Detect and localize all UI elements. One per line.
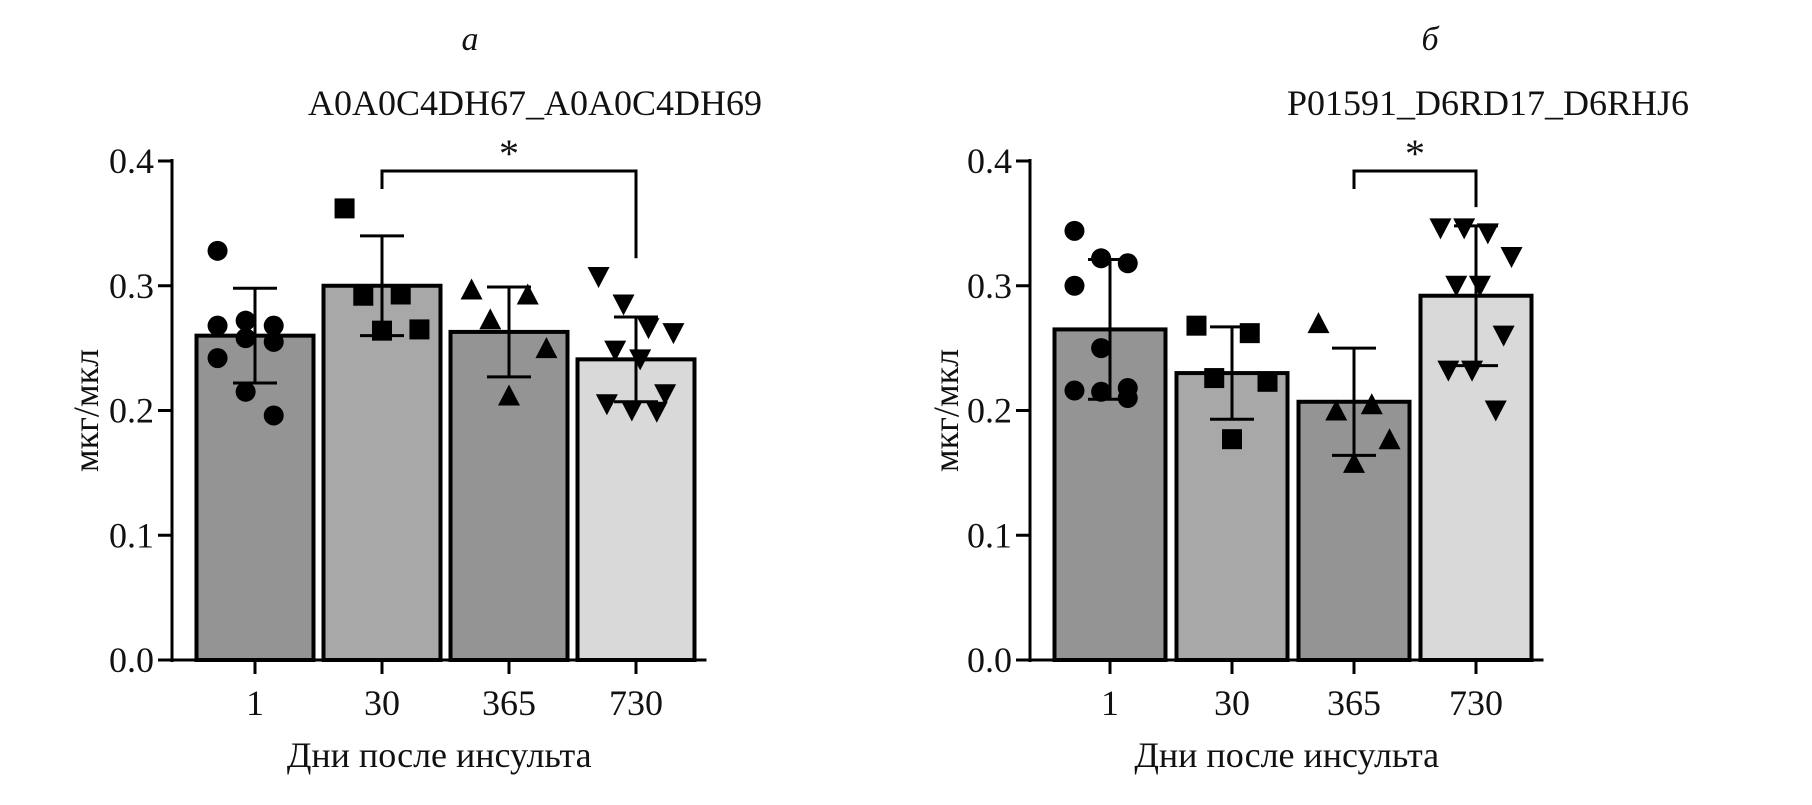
data-point-1 xyxy=(1091,381,1112,402)
significance-label: * xyxy=(1405,131,1425,176)
y-tick-label: 0.1 xyxy=(109,515,154,555)
x-tick-label-30: 30 xyxy=(1214,683,1250,723)
data-point-1 xyxy=(235,310,256,331)
data-point-1 xyxy=(263,331,284,352)
data-point-365 xyxy=(1325,399,1348,421)
data-point-30 xyxy=(390,284,411,305)
data-point-1 xyxy=(1117,388,1138,409)
y-tick-label: 0.2 xyxy=(967,391,1012,431)
panel-label: б xyxy=(1421,21,1440,58)
bar-30 xyxy=(321,283,443,662)
data-point-1 xyxy=(207,240,228,261)
x-axis-title: Дни после инсульта xyxy=(1134,735,1439,775)
data-point-1 xyxy=(1064,220,1085,241)
data-point-730 xyxy=(1476,223,1499,245)
data-point-730 xyxy=(662,323,685,345)
data-point-730 xyxy=(629,349,652,371)
data-point-30 xyxy=(334,198,355,219)
error-bar-365 xyxy=(487,285,531,379)
data-point-730 xyxy=(1453,218,1476,240)
x-axis-title: Дни после инсульта xyxy=(287,735,592,775)
data-point-365 xyxy=(460,278,483,300)
y-tick-label: 0.4 xyxy=(109,141,154,181)
y-tick-label: 0.0 xyxy=(967,640,1012,680)
data-point-730 xyxy=(604,340,627,362)
data-point-730 xyxy=(1484,400,1507,422)
data-point-730 xyxy=(1429,218,1452,240)
data-point-365 xyxy=(479,308,502,330)
data-point-365 xyxy=(1343,451,1365,473)
data-point-730 xyxy=(620,400,643,422)
data-point-30 xyxy=(1186,315,1207,336)
data-point-730 xyxy=(637,318,660,340)
panel-label: а xyxy=(462,21,479,58)
data-point-365 xyxy=(1360,393,1383,415)
data-point-30 xyxy=(409,319,430,340)
data-point-30 xyxy=(1257,371,1278,392)
y-tick-label: 0.2 xyxy=(109,391,154,431)
y-axis-title: мкг/мкл xyxy=(926,349,966,472)
data-point-1 xyxy=(1064,275,1085,296)
x-tick-label-730: 730 xyxy=(609,683,663,723)
data-point-730 xyxy=(1437,360,1460,382)
x-tick-label-1: 1 xyxy=(1101,683,1119,723)
data-point-365 xyxy=(1307,312,1330,334)
data-point-30 xyxy=(1204,368,1225,389)
x-tick-label-730: 730 xyxy=(1449,683,1503,723)
data-point-1 xyxy=(1064,380,1085,401)
x-tick-label-365: 365 xyxy=(482,683,536,723)
x-tick-label-30: 30 xyxy=(364,683,400,723)
x-tick-label-365: 365 xyxy=(1327,683,1381,723)
data-point-1 xyxy=(1091,248,1112,269)
data-point-730 xyxy=(595,394,618,416)
data-point-1 xyxy=(1117,253,1138,274)
data-point-730 xyxy=(612,294,635,316)
data-point-1 xyxy=(1091,338,1112,359)
data-point-730 xyxy=(1500,247,1523,269)
y-tick-label: 0.1 xyxy=(967,515,1012,555)
data-point-730 xyxy=(654,384,677,406)
data-point-730 xyxy=(1468,275,1491,297)
x-tick-label-1: 1 xyxy=(246,683,264,723)
data-point-30 xyxy=(1239,323,1260,344)
data-point-1 xyxy=(235,328,256,349)
data-point-730 xyxy=(645,401,668,423)
y-tick-label: 0.3 xyxy=(967,266,1012,306)
y-tick-label: 0.3 xyxy=(109,266,154,306)
significance-bracket: * xyxy=(380,131,638,259)
data-point-365 xyxy=(1378,428,1401,450)
chart-title: A0A0C4DH67_A0A0C4DH69 xyxy=(308,83,762,123)
chart-panel-2: б P01591_D6RD17_D6RHJ6 0.0 0.1 0.2 0.3 0.4 1 30 3… xyxy=(926,21,1689,775)
y-tick-label: 0.4 xyxy=(967,141,1012,181)
data-point-730 xyxy=(1445,275,1468,297)
significance-bracket: * xyxy=(1352,131,1478,208)
data-point-1 xyxy=(235,381,256,402)
data-point-730 xyxy=(587,267,610,289)
data-point-730 xyxy=(1461,360,1484,382)
significance-label: * xyxy=(499,131,519,176)
data-point-1 xyxy=(263,315,284,336)
data-point-1 xyxy=(207,315,228,336)
data-point-365 xyxy=(516,283,539,305)
bar-365 xyxy=(448,329,570,662)
data-point-30 xyxy=(372,320,392,341)
data-point-30 xyxy=(1222,429,1242,450)
data-point-365 xyxy=(535,337,558,359)
chart-title: P01591_D6RD17_D6RHJ6 xyxy=(1287,83,1689,123)
chart-panel-1: а A0A0C4DH67_A0A0C4DH69 0.0 0.1 0.2 0.3 0.4 1 30… xyxy=(66,21,762,775)
data-point-1 xyxy=(207,348,228,369)
data-point-30 xyxy=(353,285,374,306)
y-axis-title: мкг/мкл xyxy=(66,349,106,472)
data-point-730 xyxy=(1492,325,1515,347)
data-point-365 xyxy=(498,384,520,406)
y-tick-label: 0.0 xyxy=(109,640,154,680)
data-point-1 xyxy=(263,405,284,426)
